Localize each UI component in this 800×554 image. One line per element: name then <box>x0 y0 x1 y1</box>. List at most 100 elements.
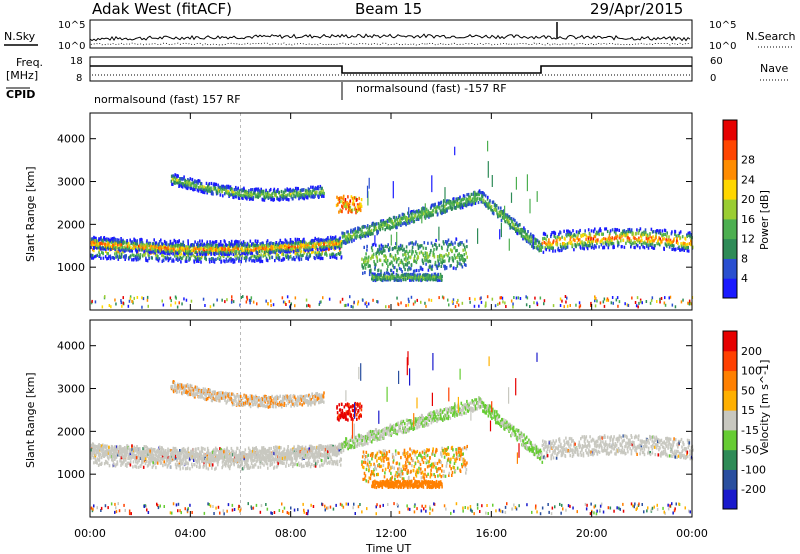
echo-cell <box>451 256 453 260</box>
noise-cell <box>294 304 296 308</box>
noise-cell <box>362 298 364 302</box>
echo-cell <box>94 457 97 461</box>
echo-cell <box>433 255 436 259</box>
echo-cell <box>243 249 245 253</box>
echo-cell <box>180 252 183 256</box>
echo-cell <box>273 249 275 254</box>
echo-cell <box>290 242 293 246</box>
echo-cell <box>411 249 413 253</box>
echo-cell <box>669 243 672 247</box>
echo-cell <box>659 229 661 233</box>
noise-cell <box>146 295 149 299</box>
echo-cell <box>109 257 112 261</box>
echo-cell <box>619 237 622 241</box>
echo-cell <box>190 182 193 186</box>
echo-cell <box>297 245 299 249</box>
echo-cell <box>260 259 263 263</box>
echo-cell <box>284 194 286 198</box>
streak-cell <box>408 207 410 218</box>
echo-cell <box>188 245 191 249</box>
echo-cell <box>218 250 221 255</box>
echo-cell <box>398 266 401 271</box>
echo-cell <box>666 244 668 248</box>
echo-cell <box>222 248 224 252</box>
echo-cell <box>378 275 381 279</box>
echo-cell <box>217 256 219 261</box>
echo-cell <box>323 242 326 246</box>
echo-cell <box>159 245 161 249</box>
echo-cell <box>347 210 350 214</box>
echo-cell <box>444 264 447 268</box>
echo-cell <box>359 206 362 210</box>
echo-cell <box>418 251 421 255</box>
echo-cell <box>273 187 276 191</box>
echo-cell <box>602 237 605 241</box>
echo-cell <box>127 248 130 252</box>
echo-cell <box>405 223 407 227</box>
echo-cell <box>337 252 340 256</box>
echo-cell <box>292 240 294 244</box>
echo-cell <box>194 248 197 252</box>
echo-cell <box>189 257 191 261</box>
echo-cell <box>678 234 681 238</box>
echo-cell <box>172 182 174 186</box>
echo-cell <box>537 247 539 251</box>
echo-cell <box>115 445 118 449</box>
echo-cell <box>130 246 132 250</box>
echo-cell <box>251 251 254 255</box>
echo-cell <box>173 254 176 258</box>
echo-cell <box>247 251 250 255</box>
noise-cell <box>424 301 426 305</box>
echo-cell <box>412 250 414 254</box>
echo-cell <box>463 258 465 262</box>
echo-cell <box>278 242 280 246</box>
noise-cell <box>414 300 416 304</box>
echo-cell <box>502 211 504 215</box>
echo-cell <box>183 244 185 248</box>
echo-cell <box>371 277 373 281</box>
echo-cell <box>413 256 416 261</box>
echo-cell <box>116 462 119 466</box>
echo-cell <box>228 242 231 246</box>
noise-cell <box>405 304 407 308</box>
y-tick-label: 3000 <box>57 176 85 189</box>
echo-cell <box>369 264 371 268</box>
echo-cell <box>599 227 601 231</box>
echo-cell <box>189 250 192 254</box>
echo-cell <box>373 260 375 264</box>
echo-cell <box>298 191 300 195</box>
echo-cell <box>337 202 339 207</box>
echo-cell <box>240 246 242 250</box>
echo-cell <box>314 236 316 240</box>
echo-cell <box>506 213 509 217</box>
noise-cell <box>141 305 143 309</box>
echo-cell <box>607 241 609 245</box>
noise-cell <box>674 305 677 309</box>
echo-cell <box>152 250 155 254</box>
power-colorbar-tick-label: 4 <box>741 272 748 285</box>
noise-cell <box>563 305 565 309</box>
echo-cell <box>374 272 376 276</box>
echo-cell <box>324 252 326 256</box>
echo-cell <box>462 248 464 252</box>
echo-cell <box>564 243 567 247</box>
echo-cell <box>249 192 252 197</box>
echo-cell <box>267 193 269 197</box>
echo-cell <box>232 190 235 194</box>
echo-cell <box>353 238 355 242</box>
echo-cell <box>265 246 268 250</box>
echo-cell <box>148 256 150 261</box>
echo-cell <box>284 249 286 253</box>
echo-cell <box>378 244 381 248</box>
echo-cell <box>522 237 524 241</box>
echo-cell <box>456 199 459 203</box>
echo-cell <box>403 215 406 219</box>
echo-cell <box>527 230 529 234</box>
echo-cell <box>257 239 259 243</box>
echo-cell <box>624 233 627 238</box>
power-colorbar-swatch <box>723 199 737 220</box>
echo-cell <box>419 273 421 277</box>
echo-cell <box>449 264 451 268</box>
echo-cell <box>310 246 312 250</box>
noise-cell <box>231 295 233 299</box>
